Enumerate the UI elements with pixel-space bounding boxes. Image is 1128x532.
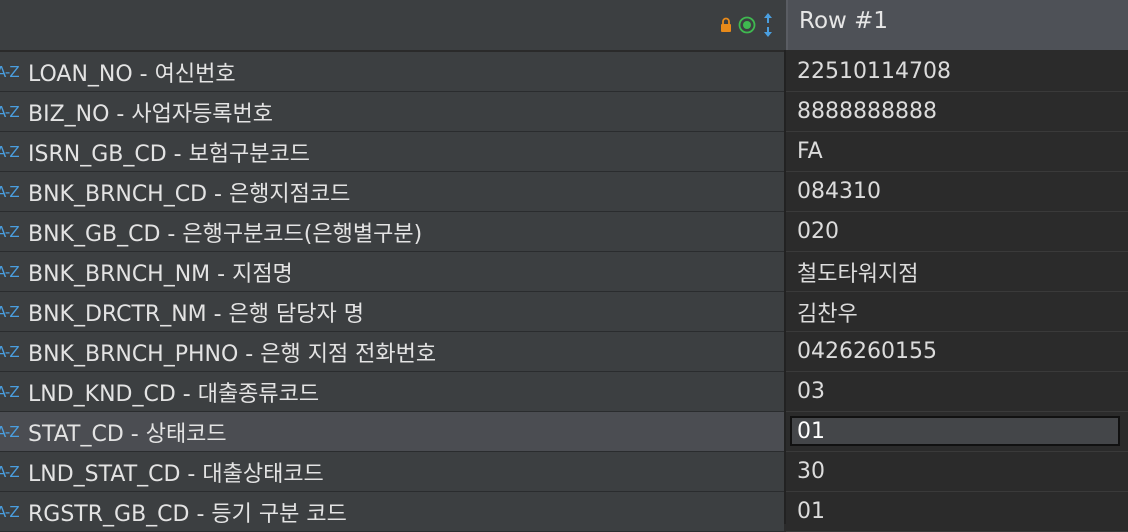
text-type-icon: A-Z (0, 382, 20, 401)
field-label: LND_KND_CD - 대출종류코드 (28, 381, 320, 407)
row-column-header[interactable]: Row #1 (786, 0, 1128, 50)
field-label: BIZ_NO - 사업자등록번호 (28, 101, 274, 127)
field-value: 03 (797, 379, 825, 404)
text-type-icon: A-Z (0, 462, 20, 481)
text-type-icon: A-Z (0, 102, 20, 121)
field-value-cell[interactable]: 8888888888 (786, 92, 1128, 132)
table-row[interactable]: A-Z LND_KND_CD - 대출종류코드 03 (0, 372, 1128, 412)
field-name-cell[interactable]: A-Z LND_KND_CD - 대출종류코드 (0, 372, 784, 412)
field-value-cell[interactable]: 30 (786, 452, 1128, 492)
column-divider[interactable] (784, 50, 786, 524)
field-value-cell[interactable]: 0426260155 (786, 332, 1128, 372)
field-name-cell[interactable]: A-Z STAT_CD - 상태코드 (0, 412, 784, 452)
table-row[interactable]: A-Z LND_STAT_CD - 대출상태코드 30 (0, 452, 1128, 492)
field-value: 0426260155 (797, 339, 937, 364)
status-dot-icon[interactable] (738, 16, 756, 38)
field-label: STAT_CD - 상태코드 (28, 421, 227, 447)
field-name-cell[interactable]: A-Z BNK_GB_CD - 은행구분코드(은행별구분) (0, 212, 784, 252)
text-type-icon: A-Z (0, 182, 20, 201)
text-type-icon: A-Z (0, 302, 20, 321)
table-row[interactable]: A-Z BNK_BRNCH_CD - 은행지점코드 084310 (0, 172, 1128, 212)
field-name-cell[interactable]: A-Z BIZ_NO - 사업자등록번호 (0, 92, 784, 132)
field-label: BNK_BRNCH_NM - 지점명 (28, 261, 293, 287)
table-row[interactable]: A-Z BNK_GB_CD - 은행구분코드(은행별구분) 020 (0, 212, 1128, 252)
table-row[interactable]: A-Z BIZ_NO - 사업자등록번호 8888888888 (0, 92, 1128, 132)
field-label: BNK_GB_CD - 은행구분코드(은행별구분) (28, 221, 423, 247)
field-value: 30 (797, 459, 825, 484)
header-icons (720, 12, 774, 42)
field-value-cell-selected[interactable]: 01 (786, 412, 1128, 452)
field-value-cell[interactable]: 03 (786, 372, 1128, 412)
text-type-icon: A-Z (0, 222, 20, 241)
text-type-icon: A-Z (0, 262, 20, 281)
field-label: LOAN_NO - 여신번호 (28, 61, 236, 87)
text-type-icon: A-Z (0, 422, 20, 441)
field-value-cell[interactable]: 김찬우 (786, 292, 1128, 332)
table-row[interactable]: A-Z RGSTR_GB_CD - 등기 구분 코드 01 (0, 492, 1128, 532)
field-value-cell[interactable]: 084310 (786, 172, 1128, 212)
table-row[interactable]: A-Z ISRN_GB_CD - 보험구분코드 FA (0, 132, 1128, 172)
field-value: 김찬우 (797, 301, 858, 327)
field-label: RGSTR_GB_CD - 등기 구분 코드 (28, 501, 347, 527)
field-value-cell[interactable]: FA (786, 132, 1128, 172)
sort-arrows-icon[interactable] (762, 12, 774, 42)
row-column-header-label: Row #1 (799, 8, 889, 34)
table-row-selected[interactable]: A-Z STAT_CD - 상태코드 01 (0, 412, 1128, 452)
field-label: ISRN_GB_CD - 보험구분코드 (28, 141, 311, 167)
field-value-cell[interactable]: 01 (786, 492, 1128, 532)
field-name-cell[interactable]: A-Z BNK_DRCTR_NM - 은행 담당자 명 (0, 292, 784, 332)
field-name-cell[interactable]: A-Z BNK_BRNCH_NM - 지점명 (0, 252, 784, 292)
table-row[interactable]: A-Z LOAN_NO - 여신번호 22510114708 (0, 52, 1128, 92)
field-value: 020 (797, 219, 839, 244)
table-row[interactable]: A-Z BNK_DRCTR_NM - 은행 담당자 명 김찬우 (0, 292, 1128, 332)
text-type-icon: A-Z (0, 142, 20, 161)
field-name-cell[interactable]: A-Z LND_STAT_CD - 대출상태코드 (0, 452, 784, 492)
text-type-icon: A-Z (0, 342, 20, 361)
cell-selection-box (790, 416, 1120, 446)
field-value: FA (797, 139, 823, 164)
field-value-cell[interactable]: 22510114708 (786, 52, 1128, 92)
field-value: 01 (797, 419, 825, 444)
field-name-cell[interactable]: A-Z ISRN_GB_CD - 보험구분코드 (0, 132, 784, 172)
text-type-icon: A-Z (0, 62, 20, 81)
table-row[interactable]: A-Z BNK_BRNCH_NM - 지점명 철도타워지점 (0, 252, 1128, 292)
field-name-cell[interactable]: A-Z LOAN_NO - 여신번호 (0, 52, 784, 92)
table-row[interactable]: A-Z BNK_BRNCH_PHNO - 은행 지점 전화번호 04262601… (0, 332, 1128, 372)
field-label: LND_STAT_CD - 대출상태코드 (28, 461, 324, 487)
text-type-icon: A-Z (0, 502, 20, 521)
field-name-cell[interactable]: A-Z BNK_BRNCH_PHNO - 은행 지점 전화번호 (0, 332, 784, 372)
field-value: 철도타워지점 (797, 261, 919, 287)
lock-icon[interactable] (720, 17, 732, 37)
column-names-header (0, 0, 786, 52)
field-label: BNK_DRCTR_NM - 은행 담당자 명 (28, 301, 364, 327)
field-name-cell[interactable]: A-Z RGSTR_GB_CD - 등기 구분 코드 (0, 492, 784, 532)
field-value-cell[interactable]: 철도타워지점 (786, 252, 1128, 292)
field-value: 22510114708 (797, 59, 951, 84)
field-value: 084310 (797, 179, 881, 204)
field-value-cell[interactable]: 020 (786, 212, 1128, 252)
field-name-cell[interactable]: A-Z BNK_BRNCH_CD - 은행지점코드 (0, 172, 784, 212)
field-label: BNK_BRNCH_PHNO - 은행 지점 전화번호 (28, 341, 437, 367)
record-rows: A-Z LOAN_NO - 여신번호 22510114708 A-Z BIZ_N… (0, 52, 1128, 532)
field-value: 8888888888 (797, 99, 937, 124)
field-label: BNK_BRNCH_CD - 은행지점코드 (28, 181, 351, 207)
field-value: 01 (797, 499, 825, 524)
